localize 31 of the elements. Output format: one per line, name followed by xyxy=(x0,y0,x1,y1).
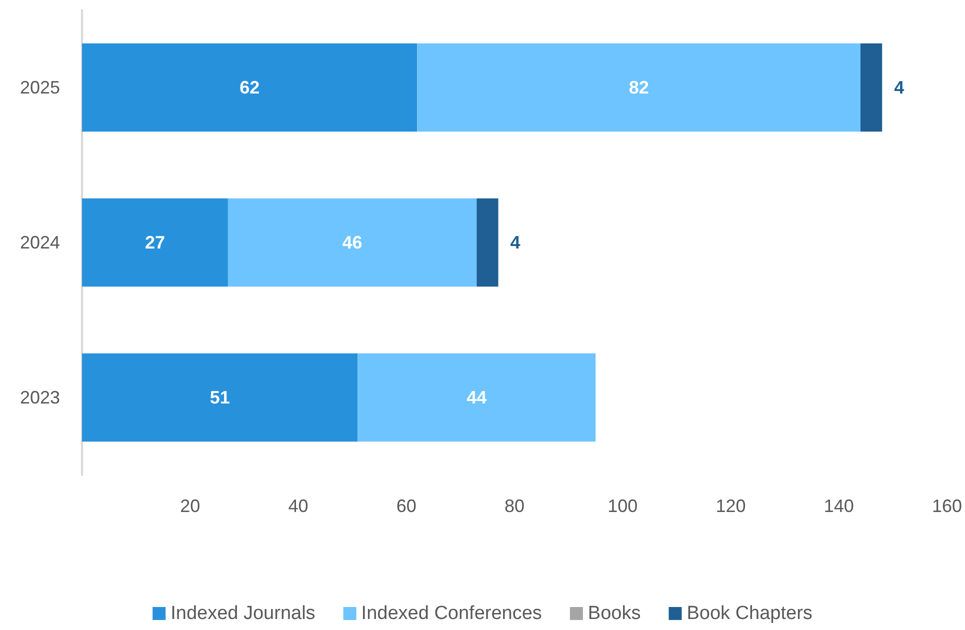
data-label: 4 xyxy=(894,78,904,98)
x-tick-label: 80 xyxy=(504,496,525,516)
legend-label: Book Chapters xyxy=(686,603,812,624)
data-label: 51 xyxy=(210,388,230,408)
data-label: 44 xyxy=(466,388,487,408)
data-label: 27 xyxy=(144,232,165,252)
bar xyxy=(358,353,596,442)
y-tick-label: 2023 xyxy=(20,388,60,408)
data-label: 82 xyxy=(628,78,649,98)
x-tick-label: 20 xyxy=(180,496,200,516)
legend-label: Books xyxy=(588,603,641,624)
bar xyxy=(228,198,477,287)
bar xyxy=(417,43,860,132)
x-tick-label: 40 xyxy=(288,496,308,516)
bar xyxy=(476,198,498,287)
bar xyxy=(82,198,228,287)
x-tick-label: 60 xyxy=(396,496,416,516)
legend-label: Indexed Journals xyxy=(170,603,316,624)
bar xyxy=(82,43,418,132)
x-tick-label: 120 xyxy=(716,496,746,516)
data-label: 62 xyxy=(240,78,260,98)
x-tick-label: 140 xyxy=(824,496,854,516)
y-tick-label: 2025 xyxy=(20,78,60,98)
y-tick-label: 2024 xyxy=(20,232,60,252)
data-label: 46 xyxy=(342,232,362,252)
x-tick-label: 160 xyxy=(932,496,962,516)
x-tick-label: 100 xyxy=(608,496,638,516)
legend-label: Indexed Conferences xyxy=(361,603,542,624)
bar xyxy=(82,353,358,442)
bar xyxy=(860,43,882,132)
data-label: 4 xyxy=(510,232,520,252)
